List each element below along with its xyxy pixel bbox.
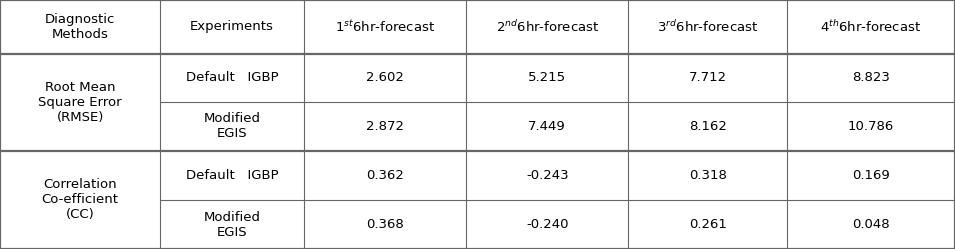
Text: Default   IGBP: Default IGBP [186,169,278,182]
Text: 8.823: 8.823 [852,71,890,84]
Text: Modified
EGIS: Modified EGIS [203,112,261,140]
Text: 2.872: 2.872 [366,120,404,133]
Text: 0.318: 0.318 [689,169,727,182]
Text: 7.712: 7.712 [689,71,727,84]
Text: $4^{th}$6hr-forecast: $4^{th}$6hr-forecast [820,19,922,35]
Text: 0.362: 0.362 [366,169,404,182]
Text: 0.048: 0.048 [852,218,890,231]
Text: 10.786: 10.786 [848,120,894,133]
Text: 0.368: 0.368 [366,218,404,231]
Text: $3^{rd}$6hr-forecast: $3^{rd}$6hr-forecast [657,19,758,35]
Text: -0.240: -0.240 [526,218,568,231]
Text: 5.215: 5.215 [528,71,566,84]
Text: 0.261: 0.261 [689,218,727,231]
Text: Diagnostic
Methods: Diagnostic Methods [45,13,116,41]
Text: Correlation
Co-efficient
(CC): Correlation Co-efficient (CC) [42,178,118,221]
Text: $2^{nd}$6hr-forecast: $2^{nd}$6hr-forecast [496,19,599,35]
Text: -0.243: -0.243 [526,169,568,182]
Text: 2.602: 2.602 [366,71,404,84]
Text: Experiments: Experiments [190,20,274,33]
Text: 0.169: 0.169 [852,169,890,182]
Text: Default   IGBP: Default IGBP [186,71,278,84]
Text: Modified
EGIS: Modified EGIS [203,211,261,239]
Text: Root Mean
Square Error
(RMSE): Root Mean Square Error (RMSE) [38,81,122,124]
Text: 8.162: 8.162 [689,120,727,133]
Text: 7.449: 7.449 [528,120,566,133]
Text: $1^{st}$6hr-forecast: $1^{st}$6hr-forecast [335,19,435,35]
